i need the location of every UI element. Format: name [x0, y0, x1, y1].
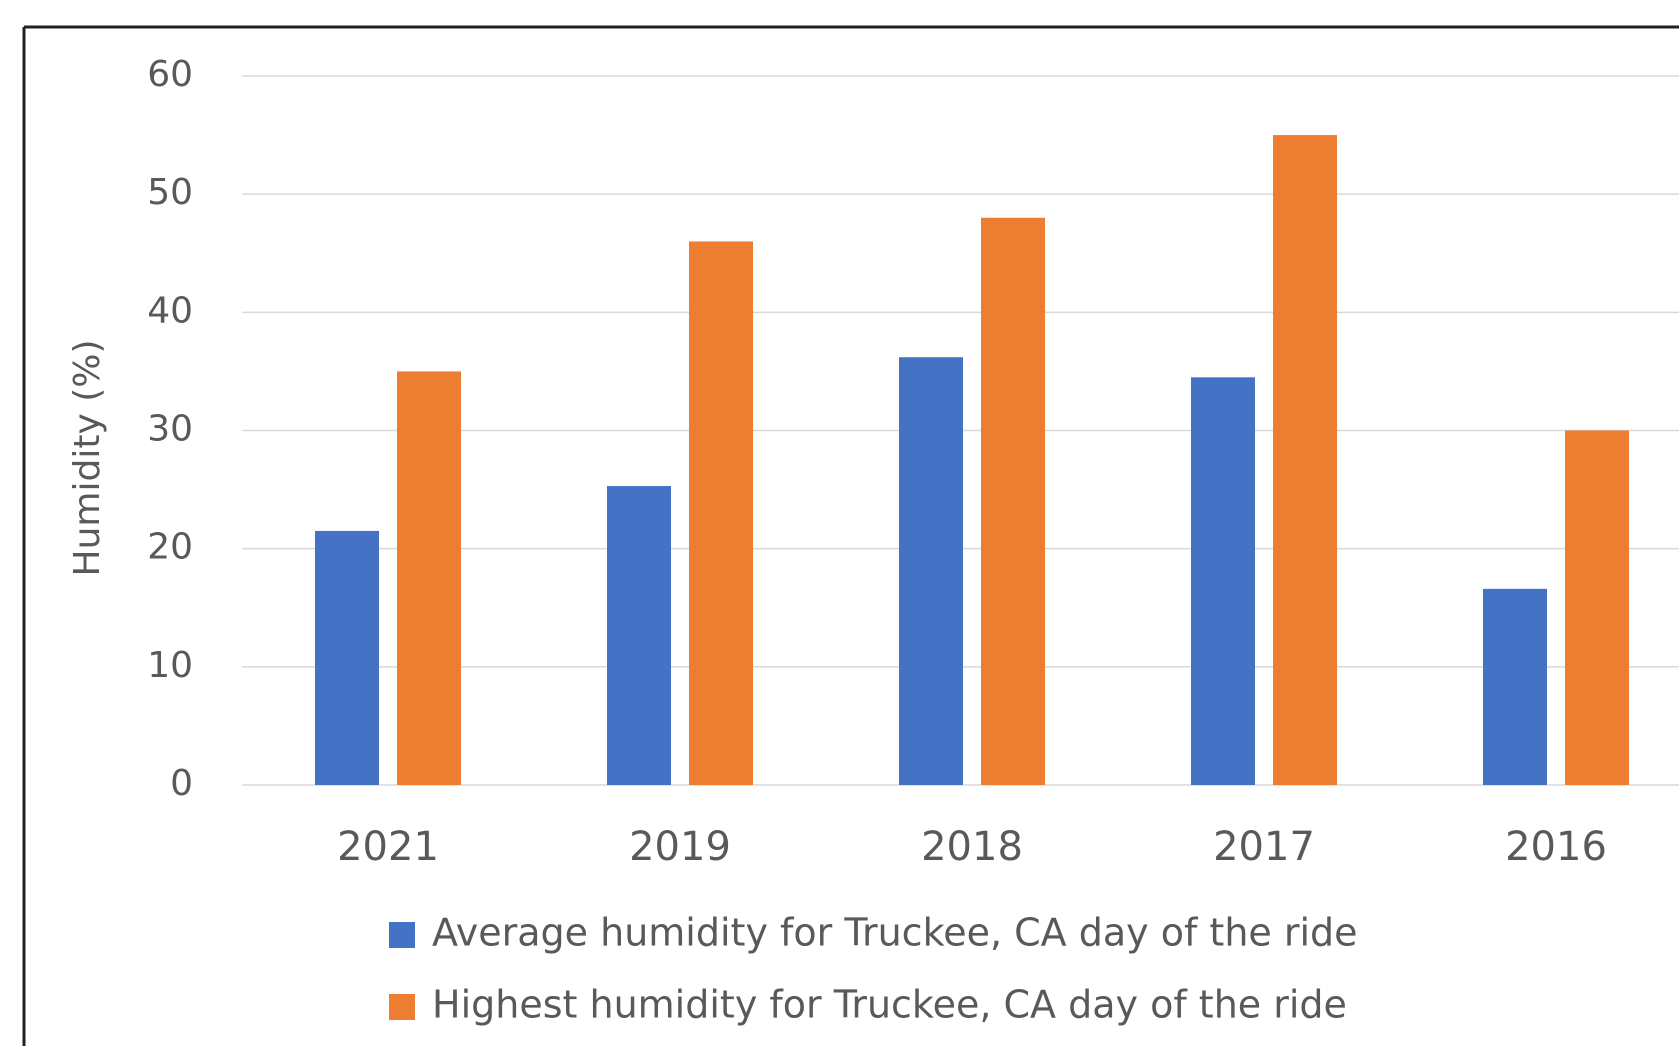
legend-swatch: [389, 994, 415, 1020]
x-tick-label: 2017: [1213, 824, 1315, 870]
bar: [397, 371, 461, 785]
x-tick-label: 2021: [337, 824, 439, 870]
bar: [607, 486, 671, 785]
y-tick-label: 40: [147, 290, 193, 331]
y-tick-label: 10: [147, 645, 193, 686]
x-tick-label: 2016: [1505, 824, 1607, 870]
bar: [1273, 135, 1337, 786]
y-tick-label: 30: [147, 409, 193, 450]
bar: [1565, 430, 1629, 785]
legend-label: Average humidity for Truckee, CA day of …: [432, 911, 1358, 955]
y-tick-label: 20: [147, 527, 193, 568]
y-axis-label: Humidity (%): [67, 340, 108, 577]
bar: [315, 530, 379, 785]
y-tick-label: 60: [147, 54, 193, 95]
legend-swatch: [389, 922, 415, 948]
bar: [1483, 588, 1547, 785]
legend-label: Highest humidity for Truckee, CA day of …: [432, 983, 1347, 1027]
y-tick-label: 0: [170, 763, 193, 804]
bar: [689, 241, 753, 785]
bar: [899, 357, 963, 785]
x-tick-label: 2019: [629, 824, 731, 870]
y-tick-label: 50: [147, 172, 193, 213]
bar: [981, 217, 1045, 786]
bar: [1191, 377, 1255, 785]
x-tick-label: 2018: [921, 824, 1023, 870]
